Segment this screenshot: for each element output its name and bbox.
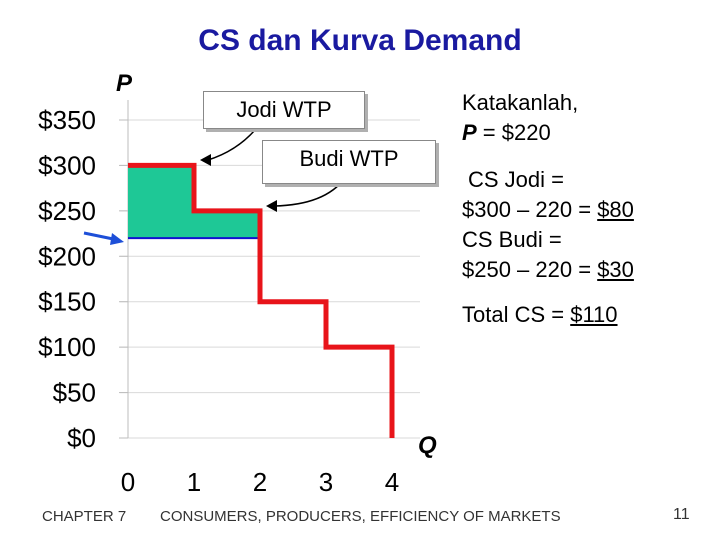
price-statement: P = $220 [462, 118, 578, 148]
y-tick-label: $0 [67, 423, 96, 453]
budi-wtp-arrowhead [266, 200, 277, 212]
y-tick-label: $250 [38, 196, 96, 226]
demand-curve [128, 162, 395, 438]
y-tick-label: $150 [38, 287, 96, 317]
y-tick-labels: $0 $50 $100 $150 $200 $250 $300 $350 [38, 105, 96, 453]
y-tick-label: $100 [38, 332, 96, 362]
price-axis-label: P [116, 70, 133, 97]
katakanlah-text: Katakanlah, [462, 90, 579, 115]
assumed-price-note: Katakanlah, P = $220 [462, 88, 578, 148]
cs-jodi-calc: $300 – 220 = $80 [462, 195, 634, 225]
cs-budi-formula: $250 – 220 = [462, 257, 598, 282]
price-pointer-arrowhead [110, 233, 124, 245]
jodi-wtp-arrow [207, 123, 261, 161]
cs-jodi-value: $80 [597, 197, 634, 222]
footer-chapter: CHAPTER 7 [42, 508, 127, 525]
price-value: = $220 [476, 120, 551, 145]
x-tick-label: 2 [253, 467, 267, 497]
total-cs-label: Total CS = [462, 302, 571, 327]
x-tick-label: 1 [187, 467, 201, 497]
x-tick-label: 4 [385, 467, 399, 497]
total-cs-value: $110 [570, 302, 618, 327]
x-tick-labels: 0 1 2 3 4 [121, 467, 399, 497]
x-tick-label: 0 [121, 467, 135, 497]
total-cs: Total CS = $110 [462, 300, 618, 330]
slide-title: CS dan Kurva Demand [198, 24, 522, 57]
cs-budi-calc: $250 – 220 = $30 [462, 255, 634, 285]
cs-budi-value: $30 [597, 257, 634, 282]
cs-calculation: CS Jodi = $300 – 220 = $80 CS Budi = $25… [462, 165, 634, 285]
y-tick-label: $200 [38, 241, 96, 271]
jodi-wtp-box: Jodi WTP [203, 91, 365, 129]
y-tick-label: $50 [53, 378, 96, 408]
y-tick-label: $350 [38, 105, 96, 135]
y-tick-label: $300 [38, 150, 96, 180]
jodi-wtp-arrowhead [200, 154, 211, 166]
x-tick-label: 3 [319, 467, 333, 497]
cs-budi-label: CS Budi = [462, 227, 562, 252]
quantity-axis-label: Q [418, 432, 437, 459]
cs-jodi-label: CS Jodi = [468, 167, 564, 192]
cs-jodi-formula: $300 – 220 = [462, 197, 598, 222]
footer-title: CONSUMERS, PRODUCERS, EFFICIENCY OF MARK… [160, 508, 561, 525]
budi-wtp-box: Budi WTP [262, 140, 436, 184]
page-number: 11 [673, 506, 690, 523]
price-symbol: P [462, 120, 477, 145]
